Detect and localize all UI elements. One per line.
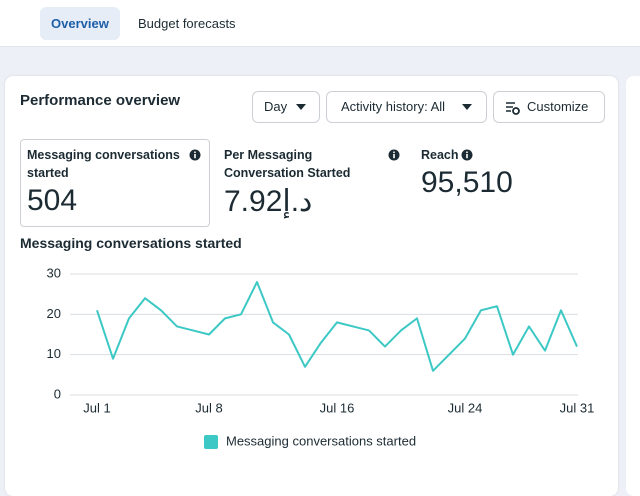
- dropdown[interactable]: Activity history: All: [326, 91, 487, 123]
- customize-icon: [506, 102, 520, 115]
- caret: [296, 104, 306, 110]
- x-tick-label: Jul 16: [320, 400, 355, 415]
- legend-swatch: [204, 435, 218, 449]
- button[interactable]: Customize: [493, 91, 605, 123]
- legend-label: Messaging conversations started: [226, 433, 416, 448]
- metric-box[interactable]: [20, 139, 210, 227]
- x-tick-label: Jul 8: [195, 400, 222, 415]
- chart: 0 10 20 30 Jul 1 Jul 8 Jul 16 Jul 24 Jul 31 Messa…: [47, 265, 595, 449]
- tab[interactable]: Overview: [40, 7, 120, 40]
- x-tick-label: Jul 31: [560, 400, 595, 415]
- metric-label: Per Messaging Conversation Started: [224, 148, 351, 180]
- dropdown-label: Day: [264, 99, 288, 114]
- x-tick-label: Jul 24: [448, 400, 483, 415]
- info-icon[interactable]: [461, 149, 473, 161]
- metric-label: Messaging conversations started: [27, 148, 180, 180]
- metric-value: 95,510: [421, 166, 513, 199]
- dropdown[interactable]: Day: [252, 91, 320, 123]
- x-tick-label: Jul 1: [83, 400, 110, 415]
- y-tick-label: 20: [47, 306, 61, 321]
- y-tick-label: 30: [47, 265, 61, 280]
- info-icon[interactable]: [189, 149, 201, 161]
- metric-value: 504: [27, 184, 78, 217]
- y-tick-label: 0: [54, 386, 61, 401]
- card-title: Performance overview: [20, 92, 181, 109]
- y-tick-label: 10: [47, 346, 61, 361]
- tab[interactable]: Budget forecasts: [138, 16, 236, 31]
- series-line: [96, 281, 578, 372]
- info-icon[interactable]: [388, 149, 400, 161]
- card: [5, 76, 618, 496]
- caret: [462, 104, 472, 110]
- dropdown-label: Activity history: All: [341, 99, 446, 114]
- metric-value: 7.92د.إ: [224, 185, 313, 218]
- button-label: Customize: [527, 99, 589, 114]
- tab-bar: Overview Budget forecasts: [0, 0, 640, 47]
- metric-label: Reach: [421, 148, 459, 162]
- chart-title: Messaging conversations started: [20, 235, 242, 251]
- side-card: [626, 76, 640, 496]
